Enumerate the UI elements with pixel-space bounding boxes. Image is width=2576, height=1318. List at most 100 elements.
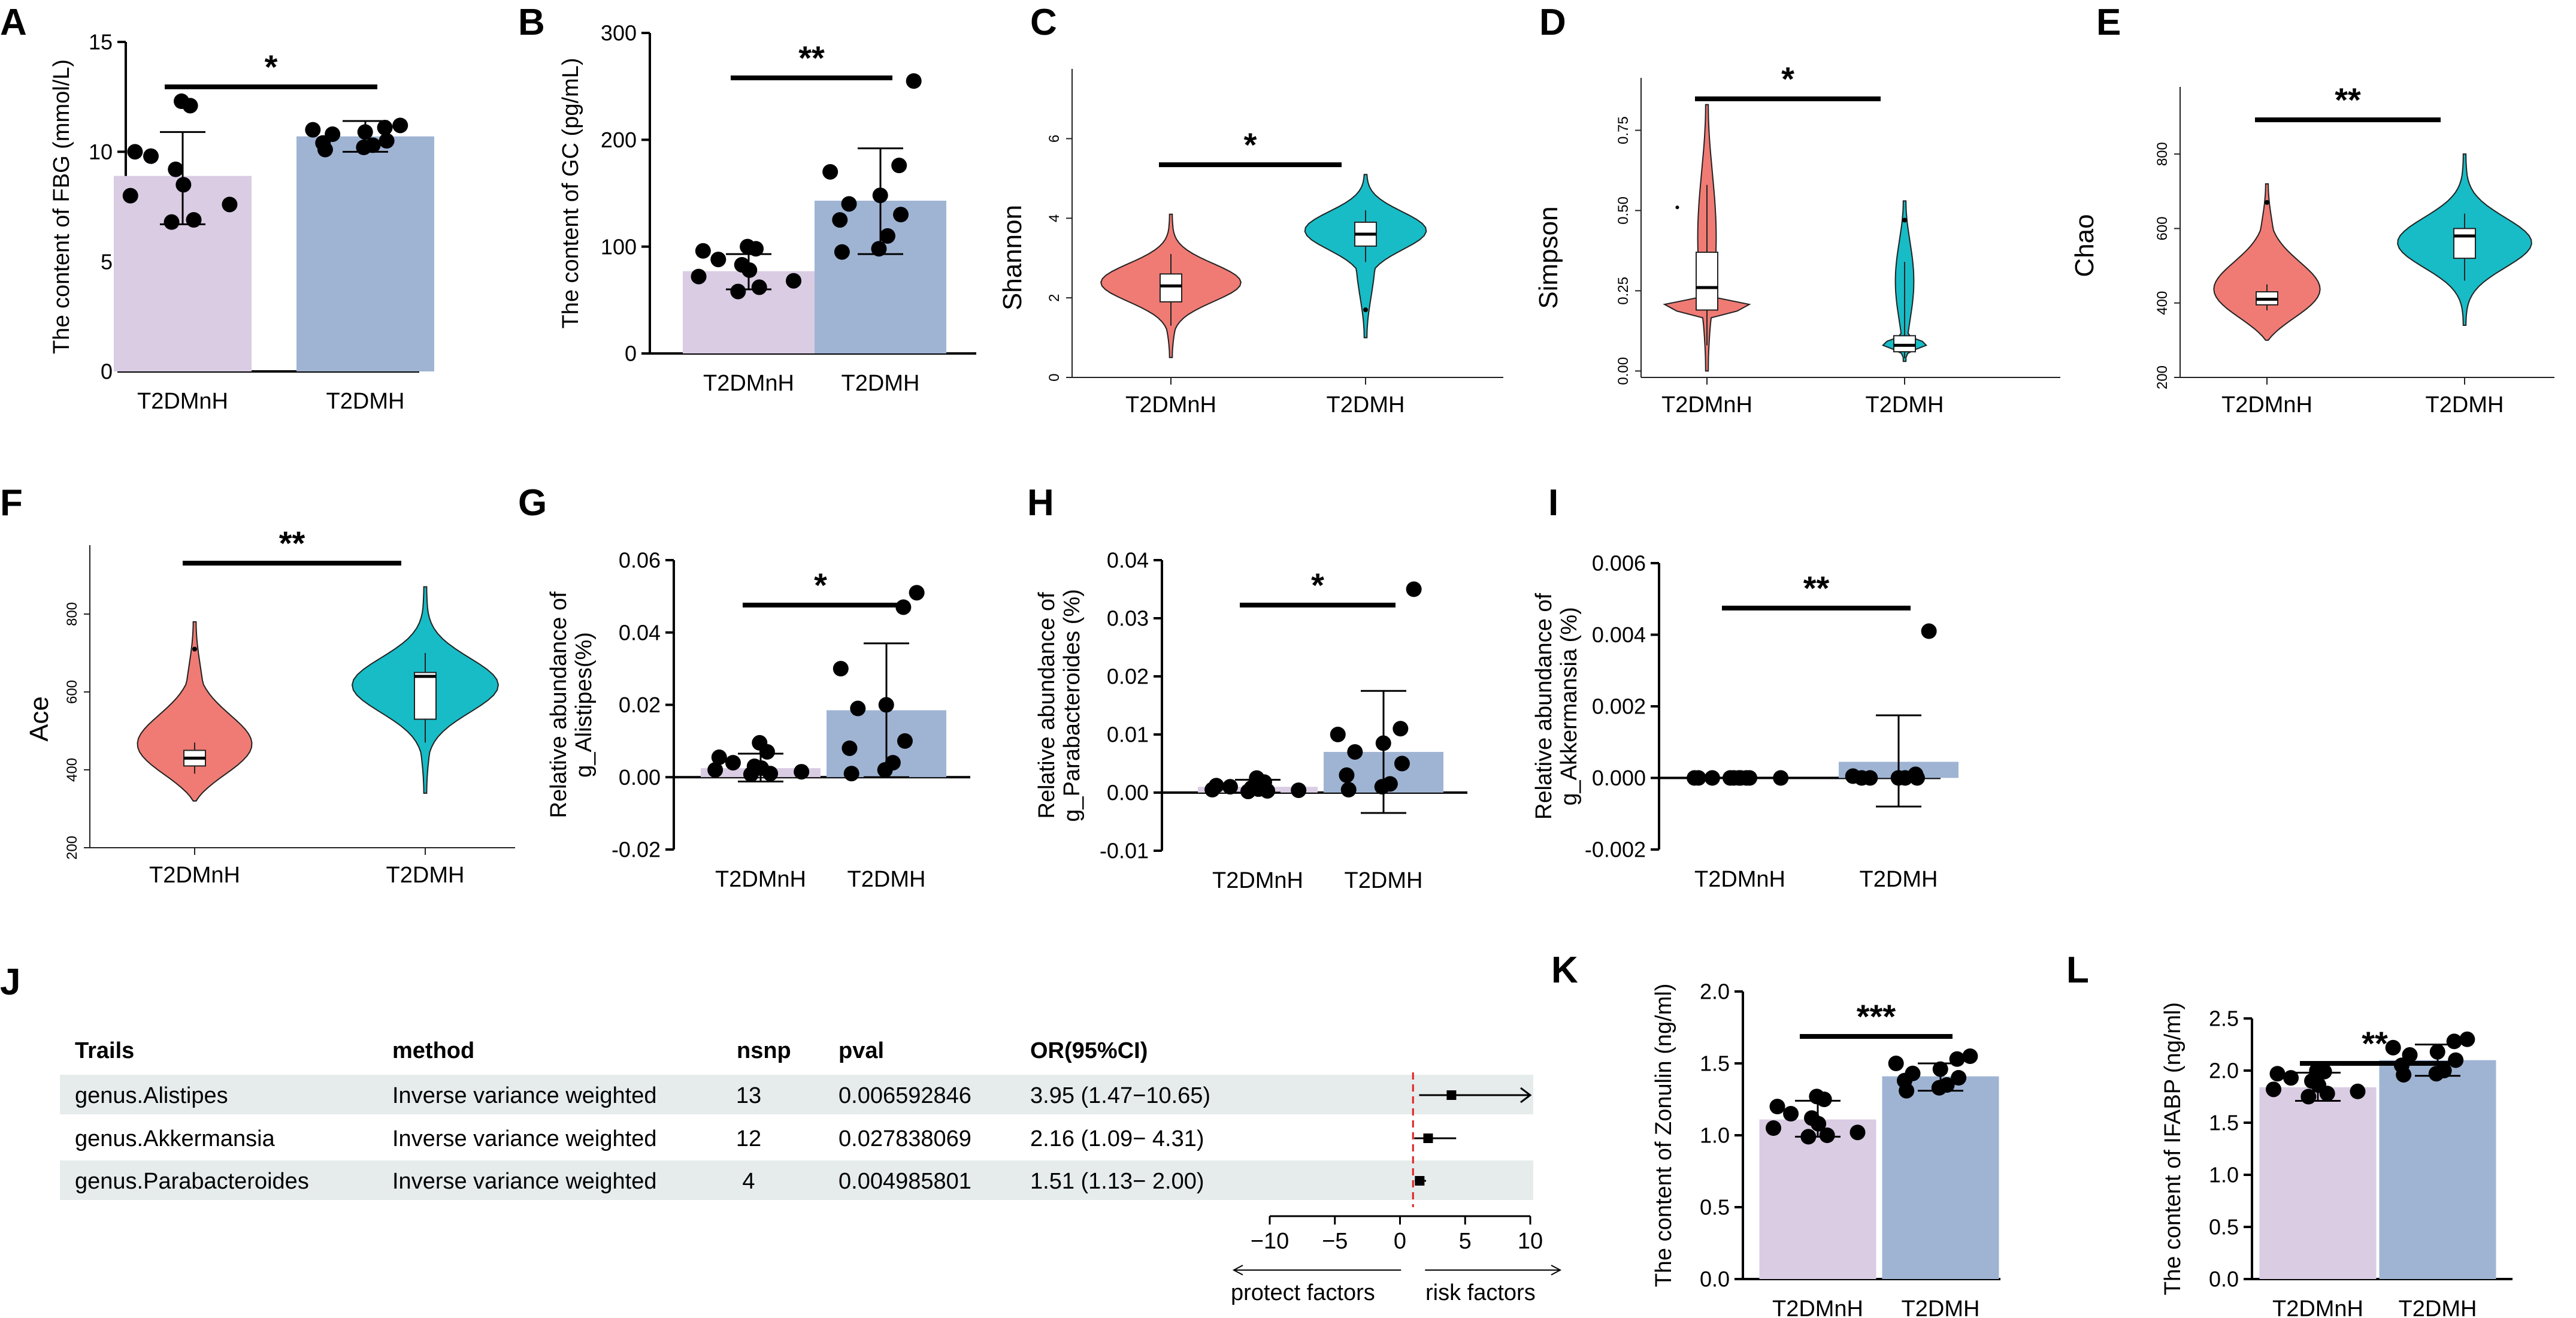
y-tick-label: 0.5: [2209, 1215, 2239, 1240]
data-point: [834, 244, 850, 260]
panel-letter: K: [1551, 950, 1578, 991]
table-cell-trait: genus.Parabacteroides: [75, 1169, 309, 1194]
bar: [1759, 1119, 1876, 1279]
y-axis-label: Ace: [25, 696, 54, 742]
y-tick-label: 0.0: [2209, 1267, 2239, 1292]
or-marker: [1423, 1133, 1433, 1143]
data-point: [1897, 770, 1913, 786]
table-cell-method: Inverse variance weighted: [392, 1126, 656, 1151]
data-point: [1783, 1106, 1799, 1121]
panel-a: A 0 5 10 15 T2DMnH T2DMH The content of FBG (mm…: [0, 2, 434, 414]
panel-j: J Trails method nsnp pval OR(95%CI) genus.Alis…: [0, 962, 1562, 1305]
significance-stars: *: [1781, 60, 1794, 98]
violin-shape: [2213, 183, 2321, 341]
panel-letter: F: [0, 482, 23, 524]
outlier-point: [192, 646, 197, 652]
data-point: [741, 262, 758, 278]
x-tick-label: T2DMH: [1866, 392, 1944, 418]
data-point: [2396, 1066, 2412, 1083]
data-point: [2385, 1039, 2401, 1056]
significance-stars: **: [1803, 569, 1830, 607]
x-tick-label: T2DMnH: [715, 867, 806, 892]
data-point: [2459, 1031, 2475, 1047]
risk-arrow-head: [1551, 1265, 1562, 1275]
box: [414, 672, 437, 720]
data-point: [1949, 1051, 1965, 1067]
data-point: [379, 133, 395, 149]
panel-k: K 0.0 0.5 1.0 1.5 2.0 T2DMnH T2DMH The content o…: [1551, 950, 2000, 1318]
y-axis-label: Relative abundance of: [1531, 593, 1557, 820]
data-point: [1811, 1116, 1827, 1132]
violin-shape: [137, 621, 253, 802]
y-tick-label: 0.04: [619, 620, 661, 645]
x-tick-label: T2DMnH: [1125, 392, 1216, 418]
y-axis-label: Shannon: [998, 205, 1027, 310]
y-tick-label: 0.50: [1615, 197, 1631, 225]
y-tick-label: 0.02: [1107, 664, 1149, 689]
x-tick-label: 0: [1394, 1229, 1406, 1254]
y-tick-label: -0.002: [1585, 838, 1646, 862]
data-point: [691, 268, 707, 285]
x-tick-label: T2DMH: [386, 863, 465, 888]
y-tick-label: 200: [64, 836, 80, 860]
y-tick-label: -0.01: [1100, 839, 1149, 863]
panel-letter: L: [2066, 950, 2089, 991]
data-point: [2316, 1063, 2332, 1080]
data-point: [710, 252, 727, 268]
data-point: [122, 188, 138, 204]
data-point: [222, 197, 238, 213]
x-tick-label: T2DMH: [1860, 867, 1938, 892]
x-tick-label: T2DMH: [1345, 868, 1423, 893]
y-tick-label: 400: [2154, 291, 2171, 315]
significance-stars: ***: [1857, 997, 1896, 1035]
panel-l: L 0.0 0.5 1.0 1.5 2.0 2.5 T2DMnH T2DMH The conten…: [2066, 950, 2513, 1318]
x-tick-label: T2DMH: [841, 371, 920, 396]
ci-arrow: [1520, 1087, 1532, 1104]
y-tick-label: 100: [601, 234, 637, 259]
data-point: [1240, 784, 1256, 800]
x-tick-label: T2DMnH: [2272, 1296, 2363, 1318]
or-marker: [1415, 1176, 1425, 1186]
y-tick-label: 2.5: [2209, 1006, 2239, 1031]
table-cell-pval: 0.027838069: [839, 1126, 971, 1151]
y-tick-label: 200: [601, 128, 637, 152]
data-point: [1340, 782, 1357, 798]
protect-factors-label: protect factors: [1231, 1280, 1375, 1305]
bar: [2259, 1087, 2377, 1279]
x-tick-label: −10: [1251, 1229, 1289, 1254]
x-tick-label: T2DMnH: [1212, 868, 1303, 893]
y-tick-label: 0.03: [1107, 606, 1149, 631]
x-tick-label: T2DMnH: [703, 371, 794, 396]
data-point: [1909, 770, 1925, 786]
y-tick-label: 1.0: [1700, 1123, 1730, 1148]
x-tick-label: T2DMH: [2426, 392, 2504, 418]
y-tick-label: 0.00: [1107, 781, 1149, 805]
table-cell-or: 1.51 (1.13− 2.00): [1030, 1169, 1204, 1194]
data-point: [377, 120, 393, 135]
y-axis-label: Relative abundance of: [546, 591, 571, 818]
data-point: [751, 279, 767, 295]
data-point: [1931, 1080, 1947, 1096]
data-point: [2319, 1086, 2335, 1102]
data-point: [762, 766, 779, 782]
y-tick-label: 0: [1046, 373, 1063, 381]
data-point: [2429, 1044, 2445, 1060]
data-point: [832, 212, 848, 228]
y-tick-label: 600: [64, 680, 80, 704]
y-axis-label: Simpson: [1534, 206, 1563, 309]
y-tick-label: 0.00: [1615, 357, 1631, 385]
data-point: [143, 148, 159, 164]
table-header: nsnp: [737, 1038, 791, 1063]
y-tick-label: 800: [2154, 142, 2171, 166]
data-point: [2428, 1066, 2444, 1082]
data-point: [356, 140, 372, 155]
data-point: [1849, 1124, 1866, 1141]
data-point: [822, 164, 839, 180]
y-tick-label: 0.02: [619, 693, 661, 717]
data-point: [2269, 1066, 2286, 1082]
outlier-point: [2265, 199, 2269, 205]
y-tick-label: 1.5: [2209, 1111, 2239, 1135]
data-point: [1962, 1048, 1978, 1064]
y-tick-label: 0: [101, 359, 113, 384]
data-point: [1687, 770, 1703, 786]
